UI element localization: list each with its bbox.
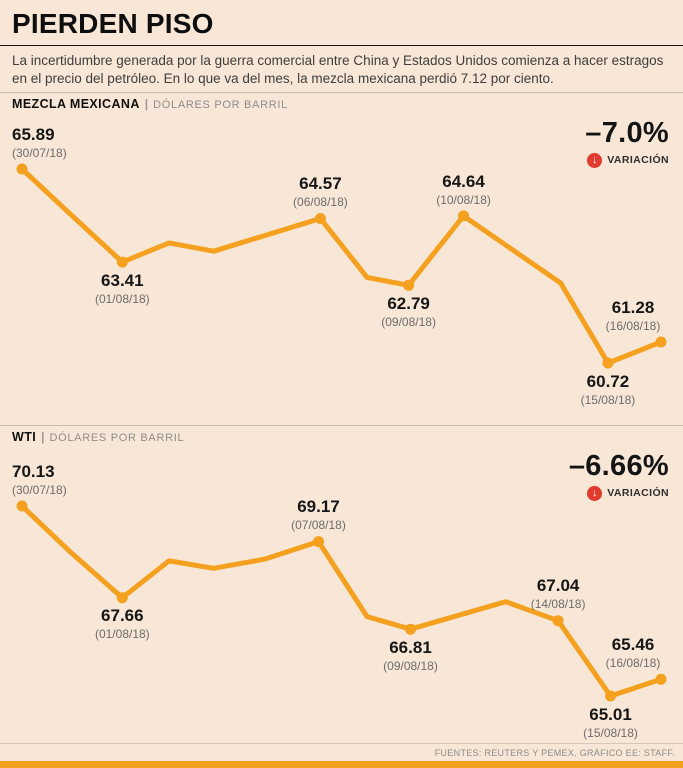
section-rule [0, 91, 683, 93]
point-value: 65.01 [589, 704, 632, 724]
point-label: 64.57 (06/08/18) [293, 174, 348, 209]
series-unit: DÓLARES POR BARRIL [153, 98, 288, 111]
point-label: 61.28 (16/08/18) [606, 298, 661, 333]
section-header: MEZCLA MEXICANA | DÓLARES POR BARRIL [0, 93, 683, 113]
point-date: (01/08/18) [94, 291, 150, 306]
data-point-dot [655, 336, 667, 348]
data-point-dot [313, 535, 324, 547]
data-point-dot [458, 210, 469, 222]
point-label: 65.46 (16/08/18) [606, 635, 661, 670]
data-point-dot [552, 614, 564, 626]
data-point-dot [314, 212, 326, 224]
point-label: 69.17 (07/08/18) [291, 497, 346, 532]
point-value: 65.46 [611, 634, 655, 654]
chart-section-wti: WTI | DÓLARES POR BARRIL –6.66% ↓ VARIAC… [0, 424, 683, 746]
price-line [19, 166, 664, 366]
down-arrow-icon: ↓ [587, 152, 603, 168]
point-date: (15/08/18) [580, 392, 636, 407]
point-date: (10/08/18) [436, 192, 491, 207]
footer: FUENTES: REUTERS Y PEMEX. GRÁFICO EE: ST… [0, 743, 683, 768]
series-unit: DÓLARES POR BARRIL [49, 431, 185, 444]
page-title: PIERDEN PISO [12, 8, 214, 39]
point-date: (16/08/18) [605, 318, 661, 333]
variation-block: –6.66% ↓ VARIACIÓN [569, 450, 669, 501]
point-value: 64.57 [299, 174, 342, 194]
variation-block: –7.0% ↓ VARIACIÓN [585, 117, 669, 168]
series-name: MEZCLA MEXICANA [12, 96, 140, 111]
point-date: (30/07/18) [12, 482, 67, 497]
variation-label: VARIACIÓN [607, 154, 669, 167]
point-label: 64.64 (10/08/18) [436, 172, 491, 207]
data-point-dot [655, 673, 667, 685]
point-label: 70.13 (30/07/18) [12, 462, 67, 497]
line-chart-svg [16, 163, 667, 369]
point-date: (07/08/18) [291, 518, 346, 533]
separator: | [41, 429, 45, 444]
point-date: (15/08/18) [583, 725, 638, 740]
point-value: 63.41 [101, 270, 144, 290]
point-value: 60.72 [586, 371, 630, 391]
down-arrow-icon: ↓ [587, 485, 603, 501]
point-value: 70.13 [12, 461, 55, 481]
point-label: 65.89 (30/07/18) [12, 125, 67, 160]
data-point-dot [405, 623, 416, 635]
point-date: (14/08/18) [530, 597, 586, 612]
point-value: 62.79 [387, 293, 430, 313]
data-point-dot [403, 279, 415, 291]
variation-value: –7.0% [585, 116, 669, 149]
data-point-dot [16, 163, 28, 175]
point-value: 67.04 [536, 576, 580, 596]
point-label: 65.01 (15/08/18) [583, 705, 638, 740]
point-label: 67.66 (01/08/18) [95, 606, 150, 641]
point-label: 66.81 (09/08/18) [383, 638, 438, 673]
footer-rule [0, 743, 683, 744]
point-value: 67.66 [101, 606, 144, 626]
section-header: WTI | DÓLARES POR BARRIL [0, 426, 683, 446]
line-chart-mezcla: –7.0% ↓ VARIACIÓN 65.89 (30/07/18) 63.41 (0… [0, 113, 683, 417]
data-point-dot [16, 500, 28, 512]
separator: | [144, 96, 149, 111]
point-label: 63.41 (01/08/18) [95, 271, 150, 306]
title-rule [0, 45, 683, 46]
point-date: (16/08/18) [605, 655, 661, 670]
variation-value: –6.66% [568, 449, 669, 482]
point-label: 62.79 (09/08/18) [381, 294, 436, 329]
line-chart-svg [16, 500, 667, 702]
subtitle: La incertidumbre generada por la guerra … [12, 53, 664, 86]
data-point-dot [116, 591, 128, 603]
variation-label: VARIACIÓN [607, 487, 669, 500]
sources-credit: FUENTES: REUTERS Y PEMEX. GRÁFICO EE: ST… [434, 748, 675, 758]
point-value: 69.17 [297, 497, 340, 517]
point-date: (01/08/18) [94, 627, 150, 642]
point-value: 61.28 [611, 297, 655, 317]
point-label: 67.04 (14/08/18) [531, 576, 586, 611]
point-label: 60.72 (15/08/18) [581, 372, 636, 407]
line-chart-wti: –6.66% ↓ VARIACIÓN 70.13 (30/07/18) 67.66(… [0, 446, 683, 746]
bottom-accent-bar [0, 761, 683, 768]
data-point-dot [116, 256, 128, 268]
point-value: 66.81 [389, 637, 432, 657]
point-date: (30/07/18) [12, 145, 67, 160]
point-value: 65.89 [12, 124, 55, 144]
variation-caption: ↓ VARIACIÓN [585, 152, 669, 168]
header: PIERDEN PISO La incertidumbre generada p… [0, 0, 683, 88]
data-point-dot [602, 357, 614, 369]
data-point-dot [605, 690, 616, 702]
variation-caption: ↓ VARIACIÓN [569, 485, 669, 501]
section-rule [0, 424, 683, 426]
series-name: WTI [12, 429, 37, 444]
point-value: 64.64 [442, 171, 485, 191]
point-date: (06/08/18) [293, 195, 348, 210]
point-date: (09/08/18) [381, 314, 436, 329]
chart-section-mezcla: MEZCLA MEXICANA | DÓLARES POR BARRIL –7.… [0, 91, 683, 417]
point-date: (09/08/18) [383, 658, 438, 673]
